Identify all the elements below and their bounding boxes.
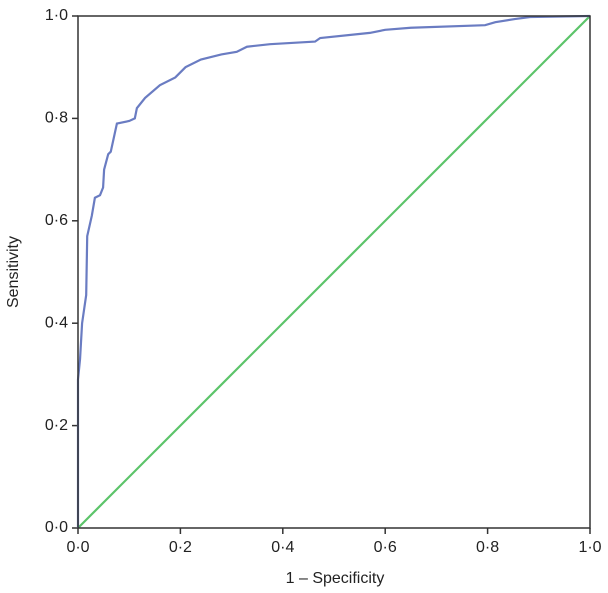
line — [77, 15, 591, 529]
line — [76, 14, 591, 528]
plot-frame — [77, 15, 591, 529]
y-tick-label: 0·4 — [45, 314, 68, 331]
x-tick-label: 0·8 — [476, 539, 499, 556]
y-tick-label: 0·6 — [45, 212, 68, 229]
x-tick-label: 0·2 — [169, 539, 192, 556]
x-tick-label: 0·6 — [374, 539, 397, 556]
y-tick-label: 0·8 — [45, 110, 68, 127]
x-axis-label: 1 – Specificity — [286, 570, 385, 587]
y-tick-label: 1·0 — [45, 7, 68, 24]
y-axis-label: Sensitivity — [5, 236, 22, 308]
x-tick-label: 1·0 — [578, 539, 601, 556]
y-tick-label: 0·0 — [45, 519, 68, 536]
x-tick-label: 0·0 — [66, 539, 89, 556]
y-tick-label: 0·2 — [45, 417, 68, 434]
x-tick-label: 0·4 — [271, 539, 294, 556]
